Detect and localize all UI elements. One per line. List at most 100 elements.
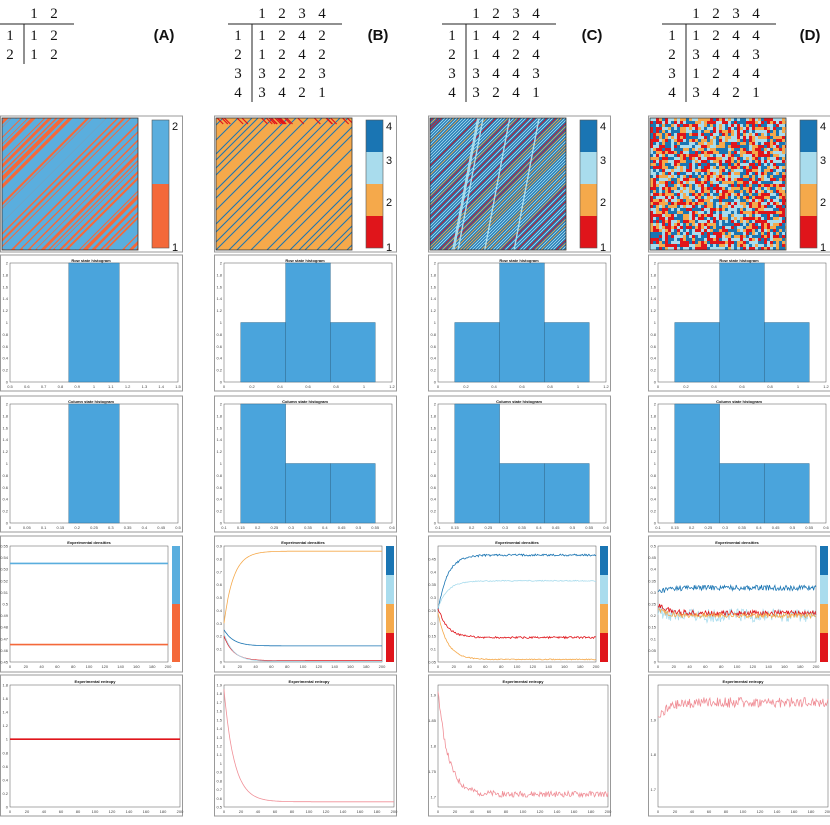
ytick: 0.4 (216, 356, 222, 361)
xtick: 80 (504, 809, 509, 814)
ytick: 0.46 (0, 648, 9, 653)
xtick: 0.05 (23, 525, 32, 530)
ytick: 1.2 (2, 449, 8, 454)
colorbar-bottom-label: 1 (600, 242, 606, 254)
table-cell: 4 (298, 28, 306, 44)
histogram-title: Column state histogram (496, 399, 542, 404)
column-histogram: Column state histogram00.20.40.60.811.21… (216, 399, 395, 530)
xtick: 0.55 (371, 525, 380, 530)
xtick: 180 (149, 664, 156, 669)
legend-colorbar-segment (386, 633, 394, 662)
colorbar-segment (580, 152, 597, 184)
table-cell: 2 (732, 85, 740, 101)
ytick: 1.8 (2, 683, 8, 688)
row-histogram: Row state histogram00.20.40.60.811.21.41… (430, 258, 609, 389)
ytick: 0.49 (0, 613, 9, 618)
xtick: 140 (331, 664, 338, 669)
ytick: 1.6 (430, 284, 436, 289)
histogram-bar (764, 323, 809, 383)
histogram-bar (544, 323, 589, 383)
ytick: 0.8 (216, 556, 222, 561)
xtick: 0.55 (805, 525, 814, 530)
table-cell: 4 (532, 28, 540, 44)
table-header-cell: 2 (492, 6, 500, 22)
column-histogram: Column state histogram00.20.40.60.811.21… (2, 399, 181, 530)
ytick: 1.8 (650, 413, 656, 418)
ytick: 0.2 (430, 621, 436, 626)
xtick: 100 (514, 664, 521, 669)
table-cell: 4 (278, 85, 286, 101)
ytick: 1.8 (2, 272, 8, 277)
histogram-bar (500, 464, 545, 524)
table-cell: 4 (732, 28, 740, 44)
table-cell: 4 (752, 66, 760, 82)
legend-colorbar-segment (386, 546, 394, 575)
ytick: 1.6 (650, 425, 656, 430)
xtick: 0.4 (322, 525, 328, 530)
xtick: 40 (253, 664, 258, 669)
ytick: 1.6 (2, 284, 8, 289)
xtick: 0.15 (451, 525, 460, 530)
densities-plot: Experimental densities00.050.10.150.20.2… (648, 540, 828, 669)
table-row-label: 3 (668, 66, 676, 82)
table-cell: 2 (712, 66, 720, 82)
colorbar-label: 3 (386, 155, 392, 167)
ytick: 0.2 (430, 368, 436, 373)
xtick: 140 (126, 809, 133, 814)
xtick: 0.3 (288, 525, 294, 530)
colorbar-bottom-label: 1 (172, 242, 178, 254)
xtick: 200 (165, 664, 172, 669)
histogram-bar (720, 263, 765, 382)
ytick: 0.8 (216, 778, 222, 783)
xtick: 0.5 (570, 525, 576, 530)
xtick: 0.3 (502, 525, 508, 530)
densities-plot: Experimental densities0.050.10.150.20.25… (428, 540, 608, 669)
ytick: 0.45 (648, 555, 657, 560)
ytick: 0.1 (216, 647, 222, 652)
table-cell: 1 (30, 28, 38, 44)
ytick: 0.05 (648, 648, 657, 653)
table-cell: 2 (492, 85, 500, 101)
ytick: 0.7 (216, 569, 222, 574)
table-row-label: 3 (234, 66, 242, 82)
xtick: 0.6 (739, 384, 745, 389)
xtick: 0.25 (705, 525, 714, 530)
xtick: 140 (340, 809, 347, 814)
xtick: 0.5 (790, 525, 796, 530)
ytick: 0.8 (2, 332, 8, 337)
plot-title: Experimental entropy (723, 679, 765, 684)
ytick: 1.6 (216, 425, 222, 430)
xtick: 0.2 (469, 525, 475, 530)
ytick: 0.4 (2, 497, 8, 502)
xtick: 200 (391, 809, 398, 814)
histogram-title: Column state histogram (282, 399, 328, 404)
xtick: 0.4 (142, 525, 148, 530)
ytick: 1.8 (216, 272, 222, 277)
ytick: 0.6 (430, 485, 436, 490)
xtick: 0.8 (547, 384, 553, 389)
table-cell: 3 (752, 47, 760, 63)
table-row-label: 2 (234, 47, 242, 63)
ytick: 0.15 (648, 625, 657, 630)
xtick: 100 (740, 809, 747, 814)
ytick: 0.3 (650, 590, 656, 595)
ytick: 1.3 (216, 735, 222, 740)
ytick: 0.4 (430, 569, 436, 574)
ytick: 1.4 (650, 437, 656, 442)
xtick: 0.4 (756, 525, 762, 530)
xtick: 0.7 (41, 384, 47, 389)
ytick: 1.75 (428, 769, 437, 774)
xtick: 100 (86, 664, 93, 669)
xtick: 0.15 (57, 525, 66, 530)
table-cell: 1 (532, 85, 540, 101)
ytick: 1.2 (2, 308, 8, 313)
xtick: 60 (59, 809, 64, 814)
xtick: 0.25 (271, 525, 280, 530)
table-cell: 2 (278, 28, 286, 44)
ytick: 0.6 (216, 796, 222, 801)
table-cell: 1 (472, 28, 480, 44)
table-header-cell: 4 (318, 6, 326, 22)
xtick: 80 (76, 809, 81, 814)
